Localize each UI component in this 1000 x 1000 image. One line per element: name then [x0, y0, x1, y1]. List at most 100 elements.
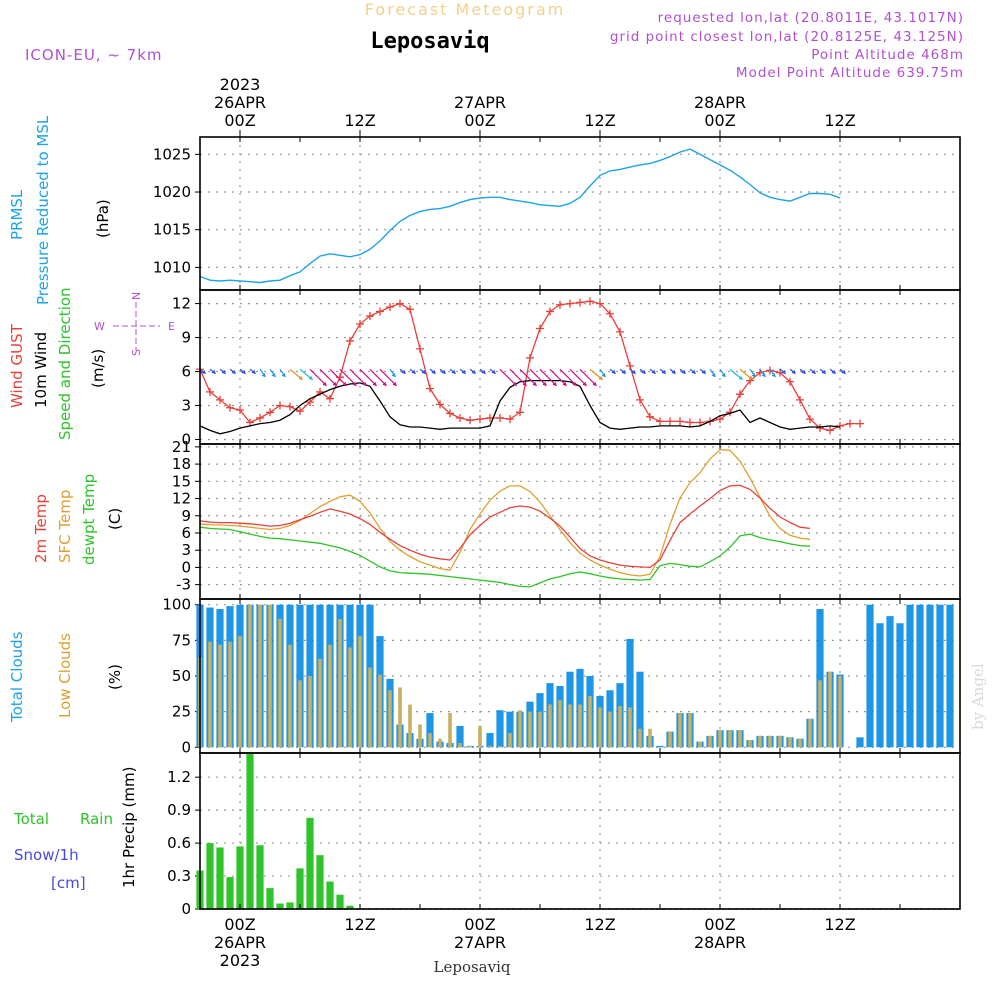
- low-cloud-bar: [768, 735, 772, 748]
- low-cloud-bar: [688, 713, 692, 748]
- wind-arrow-head: [308, 376, 313, 381]
- rain-bar: [226, 877, 234, 909]
- y-tick-label: 75: [172, 631, 191, 649]
- gust-marker: [836, 421, 844, 430]
- low-cloud-bar: [778, 735, 782, 748]
- panel-frame: [199, 289, 961, 445]
- low-cloud-bar: [348, 647, 352, 748]
- rain-bar: [306, 817, 314, 909]
- gust-marker: [856, 419, 864, 428]
- x-tick-label-top: 2023: [220, 75, 261, 94]
- rain-bar: [346, 905, 354, 909]
- wind-arrow-head: [598, 376, 603, 381]
- wind-arrow-head: [391, 373, 396, 378]
- wind-arrow-head: [592, 382, 597, 387]
- x-tick-label-bottom: 26APR: [214, 933, 266, 952]
- y-tick-label: 9: [181, 507, 191, 525]
- gust-marker: [846, 419, 854, 428]
- gust-marker: [426, 384, 434, 393]
- wind-arrow-head: [701, 370, 706, 375]
- compass-e: E: [168, 320, 175, 333]
- temp-dewpt-label: dewpt Temp: [80, 474, 98, 565]
- total-cloud-bar: [896, 623, 904, 748]
- low-cloud-bar: [538, 711, 542, 748]
- low-cloud-bar: [468, 745, 472, 748]
- y-tick-label: 21: [172, 438, 191, 456]
- gust-marker: [666, 417, 674, 426]
- wind-arrow-head: [332, 382, 337, 387]
- rain-bar: [256, 845, 264, 909]
- gust-marker: [656, 417, 664, 426]
- low-cloud-bar: [628, 707, 632, 748]
- wind-arrow: [319, 368, 337, 386]
- wind-arrow-head: [738, 376, 743, 381]
- low-cloud-bar: [788, 737, 792, 748]
- wind-arrow: [289, 368, 303, 380]
- gust-marker: [286, 402, 294, 411]
- temp-sfc-label: SFC Temp: [56, 490, 74, 563]
- low-cloud-bar: [698, 741, 702, 748]
- low-cloud-bar: [328, 644, 332, 748]
- y-tick-label: 3: [181, 397, 191, 415]
- wind-arrow-head: [671, 370, 676, 375]
- watermark: by Angel: [969, 663, 987, 730]
- compass-s: S: [130, 349, 143, 356]
- wind-arrow-head: [201, 370, 206, 375]
- pressure-unit: (hPa): [94, 199, 112, 238]
- total-cloud-bar: [426, 713, 434, 748]
- title-top: Forecast Meteogram: [365, 0, 565, 19]
- low-cloud-bar: [418, 724, 422, 748]
- low-cloud-bar: [678, 713, 682, 748]
- low-cloud-bar: [228, 641, 232, 748]
- wind-arrow-head: [281, 373, 286, 378]
- gust-marker: [516, 408, 524, 417]
- total-cloud-bar: [886, 616, 894, 748]
- wind-arrow: [559, 368, 577, 386]
- low-cloud-bar: [508, 733, 512, 748]
- rain-bar: [236, 846, 244, 909]
- wind-arrow-head: [641, 370, 646, 375]
- low-cloud-bar: [578, 704, 582, 748]
- wind-arrow-head: [542, 382, 547, 387]
- low-cloud-bar: [808, 718, 812, 748]
- wind-arrow-head: [392, 382, 397, 387]
- wind-arrow-head: [582, 382, 587, 387]
- wind-arrow-head: [821, 370, 826, 375]
- compass-w: W: [94, 320, 105, 333]
- low-cloud-bar: [268, 604, 272, 748]
- low-cloud-bar: [558, 700, 562, 748]
- wind-arrow-head: [441, 370, 446, 375]
- pressure-label-main: Pressure Reduced to MSL: [34, 115, 52, 305]
- snow-unit-label: [cm]: [51, 874, 86, 892]
- pressure-line: [199, 148, 841, 284]
- wind-arrow: [379, 368, 397, 386]
- low-cloud-bar: [608, 711, 612, 748]
- low-cloud-bar: [838, 676, 842, 748]
- wind-arrow: [539, 368, 557, 386]
- model-point-altitude: Model Point Altitude 639.75m: [736, 65, 964, 81]
- low-cloud-bar: [828, 671, 832, 748]
- point-altitude: Point Altitude 468m: [811, 47, 964, 63]
- gust-marker: [246, 418, 254, 427]
- snow-label: Snow/1h: [14, 846, 79, 864]
- wind-arrow-head: [611, 370, 616, 375]
- x-tick-label-bottom: 12Z: [584, 915, 615, 934]
- wind-arrow-head: [691, 370, 696, 375]
- wind-arrow-head: [261, 373, 266, 378]
- low-cloud-bar: [488, 745, 492, 748]
- wind-arrow: [349, 368, 367, 386]
- wind-arrow: [339, 368, 357, 386]
- wind-arrow-head: [241, 370, 246, 375]
- low-cloud-bar: [438, 738, 442, 748]
- wind-arrow: [509, 368, 527, 386]
- wind-arrow-head: [811, 370, 816, 375]
- gust-marker: [556, 300, 564, 309]
- gust-marker: [346, 336, 354, 345]
- low-cloud-bar: [738, 730, 742, 748]
- gust-marker: [366, 312, 374, 321]
- y-tick-label: 6: [181, 524, 191, 542]
- total-cloud-bar: [636, 671, 644, 748]
- wind-arrow-head: [352, 382, 357, 387]
- gust-marker: [766, 366, 774, 375]
